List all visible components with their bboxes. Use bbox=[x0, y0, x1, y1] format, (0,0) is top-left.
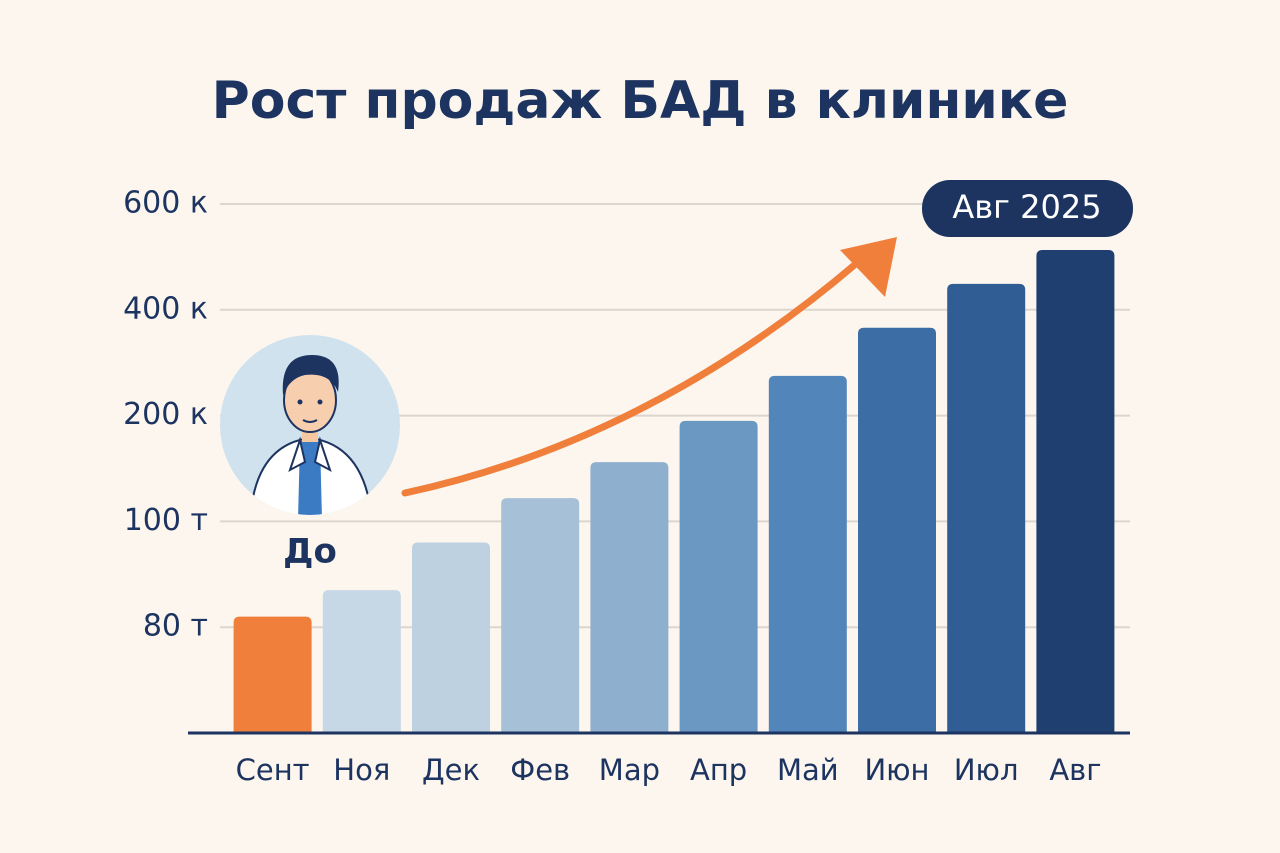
bar bbox=[322, 590, 401, 733]
x-tick-label: Сент bbox=[236, 753, 310, 787]
x-tick-label: Апр bbox=[690, 753, 747, 787]
bar bbox=[768, 375, 847, 733]
bar bbox=[233, 616, 312, 733]
x-tick-label: Авг bbox=[1049, 753, 1101, 787]
chart-title: Рост продаж БАД в клинике bbox=[212, 71, 1069, 131]
y-tick-label: 400 к bbox=[123, 291, 208, 326]
x-tick-label: Фев bbox=[510, 753, 570, 787]
bar bbox=[412, 542, 490, 733]
y-tick-label: 600 к bbox=[123, 186, 208, 221]
x-tick-label: Дек bbox=[422, 753, 480, 787]
bar bbox=[679, 420, 758, 733]
x-tick-label: Июн bbox=[864, 753, 929, 787]
bar bbox=[590, 462, 669, 733]
before-label: До bbox=[283, 532, 337, 572]
badge bbox=[922, 180, 1133, 237]
x-tick-label: Июл bbox=[954, 753, 1019, 787]
x-tick-label: Мар bbox=[599, 753, 660, 787]
bars bbox=[233, 250, 1115, 733]
bar bbox=[947, 283, 1026, 733]
x-tick-label: Май bbox=[777, 753, 839, 787]
y-tick-label: 100 т bbox=[124, 503, 208, 538]
y-tick-label: 200 к bbox=[123, 397, 208, 432]
arrow-head bbox=[840, 237, 897, 297]
bar bbox=[501, 498, 580, 733]
growth-arrow bbox=[401, 258, 862, 497]
bar bbox=[1036, 250, 1115, 733]
x-tick-label: Ноя bbox=[333, 753, 390, 787]
bar bbox=[858, 327, 936, 733]
doctor-avatar bbox=[220, 335, 400, 515]
badge-label: Авг 2025 bbox=[952, 188, 1101, 226]
y-tick-label: 80 т bbox=[143, 609, 208, 644]
